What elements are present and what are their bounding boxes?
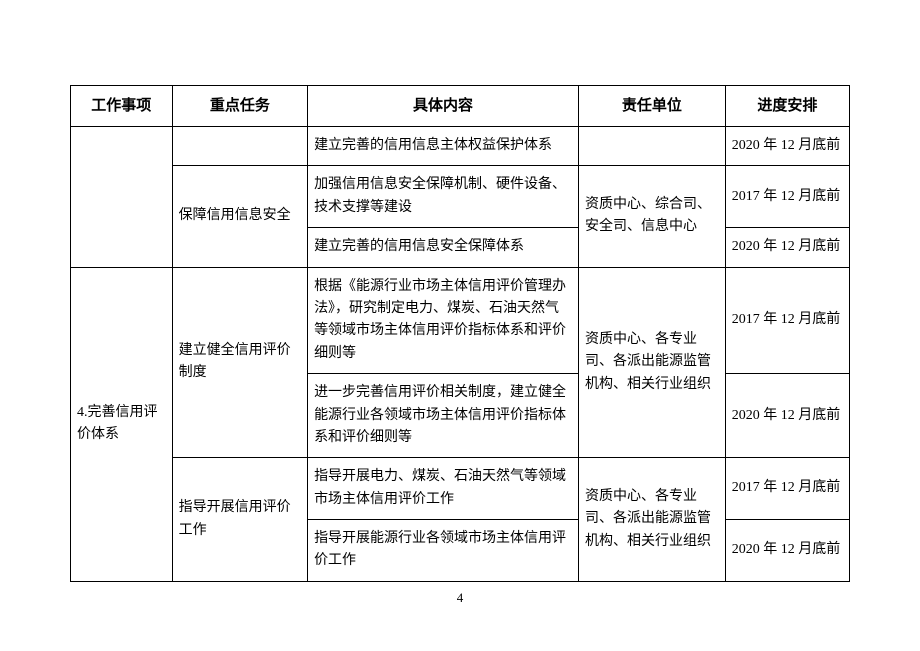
header-work-item: 工作事项 xyxy=(71,86,173,127)
header-row: 工作事项 重点任务 具体内容 责任单位 进度安排 xyxy=(71,86,850,127)
table-row: 4.完善信用评价体系 建立健全信用评价制度 根据《能源行业市场主体信用评价管理办… xyxy=(71,267,850,374)
cell-unit: 资质中心、各专业司、各派出能源监管机构、相关行业组织 xyxy=(579,267,726,458)
work-plan-table: 工作事项 重点任务 具体内容 责任单位 进度安排 建立完善的信用信息主体权益保护… xyxy=(70,85,850,582)
cell-detail: 指导开展电力、煤炭、石油天然气等领域市场主体信用评价工作 xyxy=(308,458,579,520)
cell-key-task xyxy=(172,127,307,166)
table-row: 建立完善的信用信息主体权益保护体系 2020 年 12 月底前 xyxy=(71,127,850,166)
cell-unit: 资质中心、各专业司、各派出能源监管机构、相关行业组织 xyxy=(579,458,726,582)
cell-detail: 建立完善的信用信息主体权益保护体系 xyxy=(308,127,579,166)
cell-unit: 资质中心、综合司、安全司、信息中心 xyxy=(579,166,726,267)
cell-detail: 根据《能源行业市场主体信用评价管理办法》，研究制定电力、煤炭、石油天然气等领域市… xyxy=(308,267,579,374)
cell-schedule: 2020 年 12 月底前 xyxy=(725,374,849,458)
cell-key-task: 建立健全信用评价制度 xyxy=(172,267,307,458)
cell-key-task: 保障信用信息安全 xyxy=(172,166,307,267)
header-detail: 具体内容 xyxy=(308,86,579,127)
cell-schedule: 2017 年 12 月底前 xyxy=(725,267,849,374)
cell-detail: 建立完善的信用信息安全保障体系 xyxy=(308,228,579,267)
cell-schedule: 2017 年 12 月底前 xyxy=(725,166,849,228)
table-container: 工作事项 重点任务 具体内容 责任单位 进度安排 建立完善的信用信息主体权益保护… xyxy=(0,0,920,582)
cell-schedule: 2017 年 12 月底前 xyxy=(725,458,849,520)
table-row: 保障信用信息安全 加强信用信息安全保障机制、硬件设备、技术支撑等建设 资质中心、… xyxy=(71,166,850,228)
header-unit: 责任单位 xyxy=(579,86,726,127)
cell-unit xyxy=(579,127,726,166)
cell-schedule: 2020 年 12 月底前 xyxy=(725,228,849,267)
cell-detail: 加强信用信息安全保障机制、硬件设备、技术支撑等建设 xyxy=(308,166,579,228)
table-row: 指导开展信用评价工作 指导开展电力、煤炭、石油天然气等领域市场主体信用评价工作 … xyxy=(71,458,850,520)
cell-work-item xyxy=(71,127,173,268)
cell-schedule: 2020 年 12 月底前 xyxy=(725,127,849,166)
cell-key-task: 指导开展信用评价工作 xyxy=(172,458,307,582)
cell-schedule: 2020 年 12 月底前 xyxy=(725,520,849,582)
cell-detail: 指导开展能源行业各领域市场主体信用评价工作 xyxy=(308,520,579,582)
page-number: 4 xyxy=(0,590,920,606)
header-schedule: 进度安排 xyxy=(725,86,849,127)
header-key-task: 重点任务 xyxy=(172,86,307,127)
cell-detail: 进一步完善信用评价相关制度，建立健全能源行业各领域市场主体信用评价指标体系和评价… xyxy=(308,374,579,458)
cell-work-item: 4.完善信用评价体系 xyxy=(71,267,173,581)
